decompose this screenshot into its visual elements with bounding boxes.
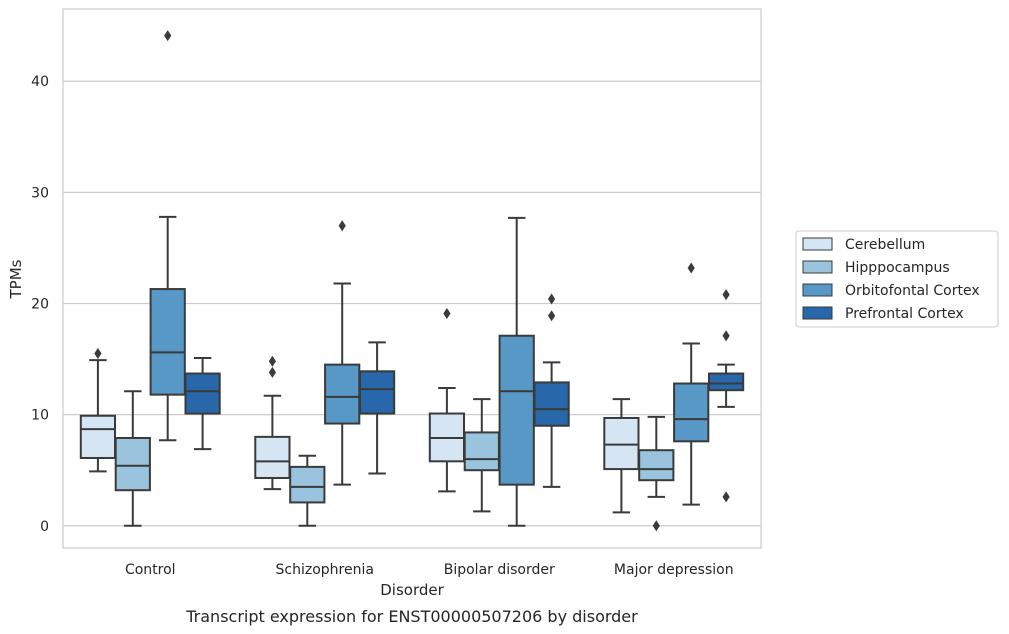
- iqr-box: [114, 436, 151, 492]
- outlier-point: [722, 289, 730, 301]
- x-tick-label: Major depression: [614, 562, 734, 578]
- y-tick-label: 40: [31, 74, 49, 90]
- iqr-box: [149, 288, 186, 396]
- box-cerebellum: [79, 348, 117, 473]
- iqr-box: [603, 416, 640, 471]
- chart-caption: Transcript expression for ENST0000050720…: [185, 607, 638, 626]
- outlier-point: [687, 262, 695, 274]
- iqr-box: [324, 363, 361, 425]
- iqr-box: [184, 372, 221, 415]
- x-tick-label: Bipolar disorder: [444, 562, 555, 578]
- legend: Cerebellum Hipppocampus Orbitofontal Corte…: [795, 230, 999, 328]
- x-tick-label: Schizophrenia: [276, 562, 374, 578]
- box-prefrontal-cortex: [533, 293, 570, 488]
- y-axis-title: TPMs: [7, 259, 25, 299]
- box-prefrontal-cortex: [358, 341, 396, 475]
- box-prefrontal-cortex: [707, 289, 745, 503]
- x-tick-labels: Control Schizophrenia Bipolar disorder Majo…: [125, 562, 734, 578]
- outlier-point: [722, 330, 730, 342]
- y-tick-label: 20: [31, 297, 49, 313]
- outlier-point: [268, 366, 276, 378]
- iqr-box: [254, 435, 291, 479]
- box-cerebellum: [254, 355, 291, 491]
- outlier-point: [268, 355, 276, 367]
- iqr-box: [673, 382, 710, 443]
- outlier-point: [94, 348, 102, 360]
- outlier-point: [652, 520, 660, 532]
- legend-label: Orbitofontal Cortex: [845, 283, 980, 299]
- x-axis-title: Disorder: [380, 581, 444, 599]
- iqr-box: [638, 449, 675, 482]
- iqr-box: [498, 334, 535, 486]
- box-hipppocampus: [638, 415, 675, 532]
- iqr-box: [358, 370, 396, 415]
- outlier-point: [548, 293, 556, 305]
- iqr-box: [289, 465, 326, 504]
- box-cerebellum: [603, 398, 640, 514]
- x-tick-label: Control: [125, 562, 176, 578]
- box-orbitofontal-cortex: [324, 220, 361, 486]
- outlier-point: [548, 310, 556, 322]
- y-tick-label: 10: [31, 408, 49, 424]
- box-hipppocampus: [289, 454, 326, 527]
- iqr-box: [79, 414, 117, 459]
- outlier-point: [722, 491, 730, 503]
- outlier-point: [164, 30, 172, 42]
- legend-label: Cerebellum: [845, 237, 925, 253]
- outlier-point: [443, 308, 451, 320]
- y-tick-label: 30: [31, 185, 49, 201]
- legend-label: Prefrontal Cortex: [845, 306, 964, 322]
- legend-swatch: [802, 237, 833, 251]
- box-orbitofontal-cortex: [498, 216, 535, 527]
- legend-items: Cerebellum Hipppocampus Orbitofontal Corte…: [802, 237, 980, 322]
- legend-swatch: [802, 306, 833, 320]
- iqr-box: [533, 381, 570, 427]
- legend-frame: [795, 230, 999, 328]
- legend-swatch: [802, 260, 833, 274]
- box-hipppocampus: [463, 398, 500, 513]
- legend-swatch: [802, 283, 833, 297]
- legend-label: Hipppocampus: [845, 260, 950, 276]
- box-orbitofontal-cortex: [673, 262, 710, 506]
- box-prefrontal-cortex: [184, 356, 221, 451]
- box-orbitofontal-cortex: [149, 30, 186, 442]
- y-tick-labels: 0 10 20 30 40: [31, 74, 49, 535]
- outlier-point: [338, 220, 346, 232]
- iqr-box: [463, 431, 500, 472]
- iqr-box: [707, 372, 745, 392]
- boxes: [79, 30, 745, 532]
- box-hipppocampus: [114, 390, 151, 527]
- y-tick-label: 0: [40, 519, 49, 535]
